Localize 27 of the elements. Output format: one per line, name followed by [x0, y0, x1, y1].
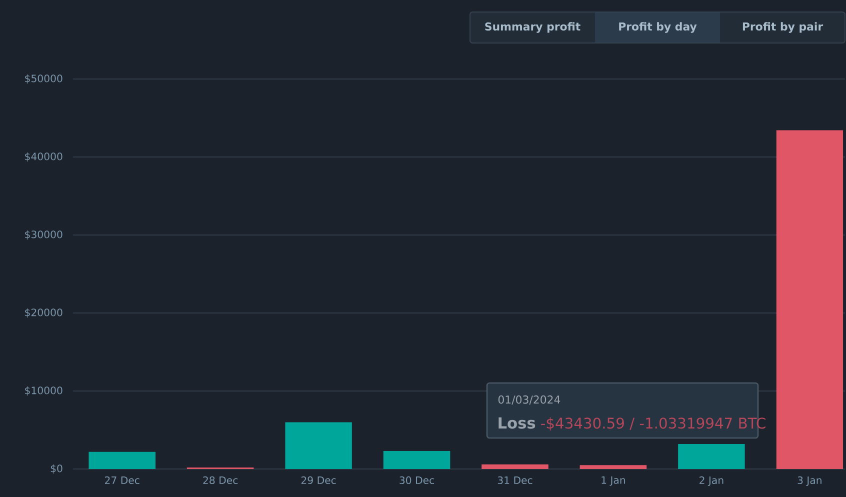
- annotation: Loss: [498, 417, 536, 429]
- y-tick-label: $0: [50, 464, 62, 474]
- x-tick-label: 1 Jan: [602, 476, 625, 486]
- text: Summary profit: [485, 22, 580, 33]
- bar: [285, 422, 352, 469]
- y-tick-label: $10000: [25, 386, 62, 396]
- text: Profit by pair: [742, 22, 824, 33]
- bar: [678, 444, 745, 469]
- text: Profit by day: [619, 22, 697, 33]
- x-tick-label: 29 Dec: [301, 476, 336, 484]
- annotation: -$43430.59 / -1.03319947 BTC: [541, 417, 766, 431]
- y-tick-label: $30000: [25, 230, 62, 240]
- annotation: 01/03/2024: [498, 395, 560, 405]
- bar: [776, 130, 844, 469]
- x-tick-label: 28 Dec: [203, 476, 238, 484]
- y-tick-label: $50000: [25, 74, 62, 84]
- bar: [482, 464, 548, 469]
- x-tick-label: 2 Jan: [700, 476, 724, 486]
- y-tick-label: $20000: [25, 308, 62, 318]
- bar: [88, 452, 156, 469]
- x-tick-label: 31 Dec: [498, 476, 532, 484]
- y-tick-label: $40000: [25, 152, 62, 162]
- x-tick-label: 27 Dec: [105, 476, 140, 484]
- bar: [580, 465, 647, 469]
- x-tick-label: 30 Dec: [400, 476, 434, 484]
- bar: [383, 451, 450, 469]
- x-tick-label: 3 Jan: [798, 476, 822, 486]
